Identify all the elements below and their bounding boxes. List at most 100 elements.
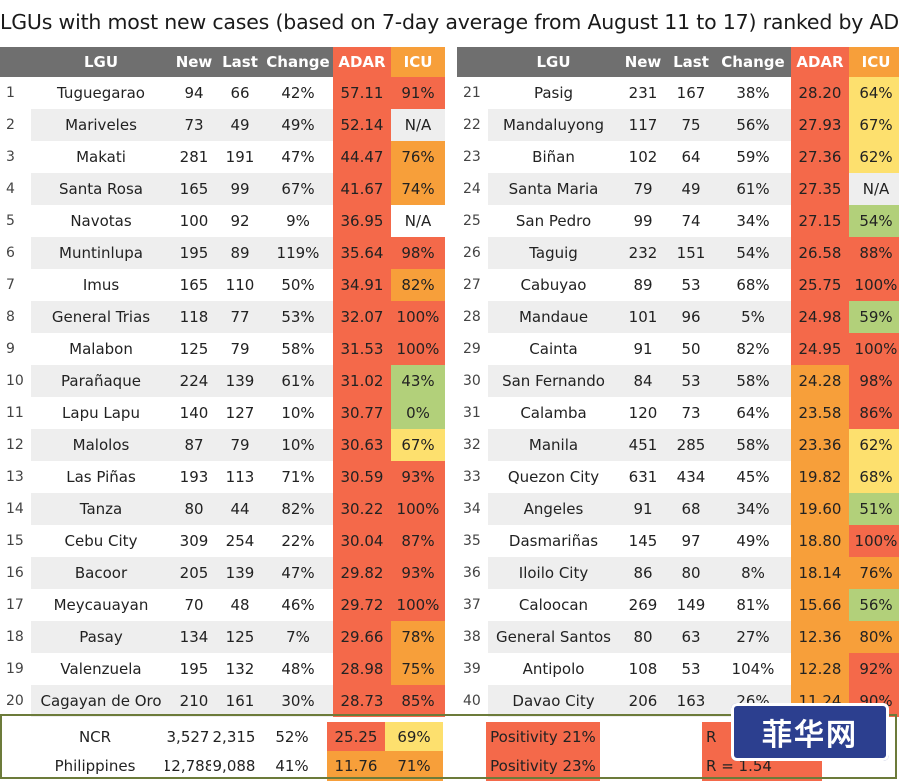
cell-last: 434 bbox=[667, 461, 715, 493]
table-row: 39 Antipolo 108 53 104% 12.28 92% bbox=[457, 653, 899, 685]
header-lgu: LGU bbox=[83, 53, 119, 71]
cell-new: 195 bbox=[171, 653, 217, 685]
cell-adar: 30.04 bbox=[333, 525, 391, 557]
summary-last: 2,315 bbox=[212, 728, 256, 746]
table-row: 9 Malabon 125 79 58% 31.53 100% bbox=[0, 333, 445, 365]
cell-adar: 18.80 bbox=[791, 525, 849, 557]
cell-rank: 31 bbox=[457, 397, 488, 429]
cell-adar: 34.91 bbox=[333, 269, 391, 301]
cell-new: 165 bbox=[171, 173, 217, 205]
cell-adar: 15.66 bbox=[791, 589, 849, 621]
summary-icu: 69% bbox=[385, 722, 443, 752]
cell-new: 193 bbox=[171, 461, 217, 493]
table-row: 7 Imus 165 110 50% 34.91 82% bbox=[0, 269, 445, 301]
summary-spacer bbox=[0, 722, 25, 752]
cell-icu: N/A bbox=[391, 109, 445, 141]
table-row: 26 Taguig 232 151 54% 26.58 88% bbox=[457, 237, 899, 269]
table-row: 30 San Fernando 84 53 58% 24.28 98% bbox=[457, 365, 899, 397]
cell-adar: 35.64 bbox=[333, 237, 391, 269]
cell-adar: 28.98 bbox=[333, 653, 391, 685]
cell-lgu: Mariveles bbox=[31, 109, 171, 141]
cell-lgu: Mandaluyong bbox=[488, 109, 619, 141]
cell-lgu: Makati bbox=[31, 141, 171, 173]
cell-icu: 75% bbox=[391, 653, 445, 685]
cell-change: 27% bbox=[715, 621, 791, 653]
cell-icu: 74% bbox=[391, 173, 445, 205]
summary-positivity: Positivity 21% bbox=[486, 722, 600, 752]
cell-rank: 2 bbox=[0, 109, 31, 141]
cell-icu: 93% bbox=[391, 461, 445, 493]
cell-change: 47% bbox=[263, 141, 333, 173]
cell-adar: 23.58 bbox=[791, 397, 849, 429]
cell-lgu: Navotas bbox=[31, 205, 171, 237]
cell-change: 42% bbox=[263, 77, 333, 109]
cell-last: 285 bbox=[667, 429, 715, 461]
cell-last: 125 bbox=[217, 621, 263, 653]
table-row: 29 Cainta 91 50 82% 24.95 100% bbox=[457, 333, 899, 365]
cell-new: 117 bbox=[619, 109, 667, 141]
cell-change: 67% bbox=[263, 173, 333, 205]
summary-gap bbox=[443, 722, 486, 752]
cell-change: 81% bbox=[715, 589, 791, 621]
table-row: 36 Iloilo City 86 80 8% 18.14 76% bbox=[457, 557, 899, 589]
cell-rank: 27 bbox=[457, 269, 488, 301]
cell-change: 7% bbox=[263, 621, 333, 653]
cell-new: 206 bbox=[619, 685, 667, 717]
cell-rank: 1 bbox=[0, 77, 31, 109]
table-header: LGU New Last Change ADAR ICU bbox=[457, 47, 899, 77]
table-row: 16 Bacoor 205 139 47% 29.82 93% bbox=[0, 557, 445, 589]
table-row: 22 Mandaluyong 117 75 56% 27.93 67% bbox=[457, 109, 899, 141]
cell-rank: 38 bbox=[457, 621, 488, 653]
cell-change: 59% bbox=[715, 141, 791, 173]
summary-lgu: Philippines bbox=[54, 757, 136, 775]
cell-last: 48 bbox=[217, 589, 263, 621]
cell-lgu: Dasmariñas bbox=[488, 525, 619, 557]
table-row: 18 Pasay 134 125 7% 29.66 78% bbox=[0, 621, 445, 653]
cell-rank: 22 bbox=[457, 109, 488, 141]
table-header: LGU New Last Change ADAR ICU bbox=[0, 47, 445, 77]
cell-icu: 100% bbox=[849, 525, 899, 557]
cell-lgu: Santa Rosa bbox=[31, 173, 171, 205]
cell-new: 120 bbox=[619, 397, 667, 429]
cell-change: 5% bbox=[715, 301, 791, 333]
cell-rank: 4 bbox=[0, 173, 31, 205]
cell-change: 58% bbox=[715, 429, 791, 461]
cell-lgu: Taguig bbox=[488, 237, 619, 269]
table-row: 28 Mandaue 101 96 5% 24.98 59% bbox=[457, 301, 899, 333]
cell-change: 119% bbox=[263, 237, 333, 269]
cell-icu: 88% bbox=[849, 237, 899, 269]
cell-rank: 28 bbox=[457, 301, 488, 333]
table-row: 20 Cagayan de Oro 210 161 30% 28.73 85% bbox=[0, 685, 445, 717]
cell-adar: 44.47 bbox=[333, 141, 391, 173]
cell-icu: 91% bbox=[391, 77, 445, 109]
cell-lgu: San Pedro bbox=[488, 205, 619, 237]
cell-last: 132 bbox=[217, 653, 263, 685]
cell-change: 30% bbox=[263, 685, 333, 717]
cell-adar: 25.75 bbox=[791, 269, 849, 301]
cell-rank: 24 bbox=[457, 173, 488, 205]
cell-change: 50% bbox=[263, 269, 333, 301]
header-adar: ADAR bbox=[791, 47, 849, 77]
cell-change: 8% bbox=[715, 557, 791, 589]
header-icu: ICU bbox=[849, 47, 899, 77]
cell-change: 45% bbox=[715, 461, 791, 493]
cell-new: 145 bbox=[619, 525, 667, 557]
cell-icu: 80% bbox=[849, 621, 899, 653]
table-row: 15 Cebu City 309 254 22% 30.04 87% bbox=[0, 525, 445, 557]
cell-rank: 15 bbox=[0, 525, 31, 557]
cell-rank: 10 bbox=[0, 365, 31, 397]
cell-rank: 3 bbox=[0, 141, 31, 173]
cell-lgu: General Santos bbox=[488, 621, 619, 653]
table-row: 3 Makati 281 191 47% 44.47 76% bbox=[0, 141, 445, 173]
cell-change: 68% bbox=[715, 269, 791, 301]
cell-new: 631 bbox=[619, 461, 667, 493]
cell-lgu: Biñan bbox=[488, 141, 619, 173]
cell-new: 195 bbox=[171, 237, 217, 269]
cell-new: 108 bbox=[619, 653, 667, 685]
cell-new: 140 bbox=[171, 397, 217, 429]
cell-icu: 62% bbox=[849, 141, 899, 173]
cell-last: 74 bbox=[667, 205, 715, 237]
cell-icu: 67% bbox=[849, 109, 899, 141]
cell-last: 79 bbox=[217, 429, 263, 461]
cell-lgu: Meycauayan bbox=[31, 589, 171, 621]
